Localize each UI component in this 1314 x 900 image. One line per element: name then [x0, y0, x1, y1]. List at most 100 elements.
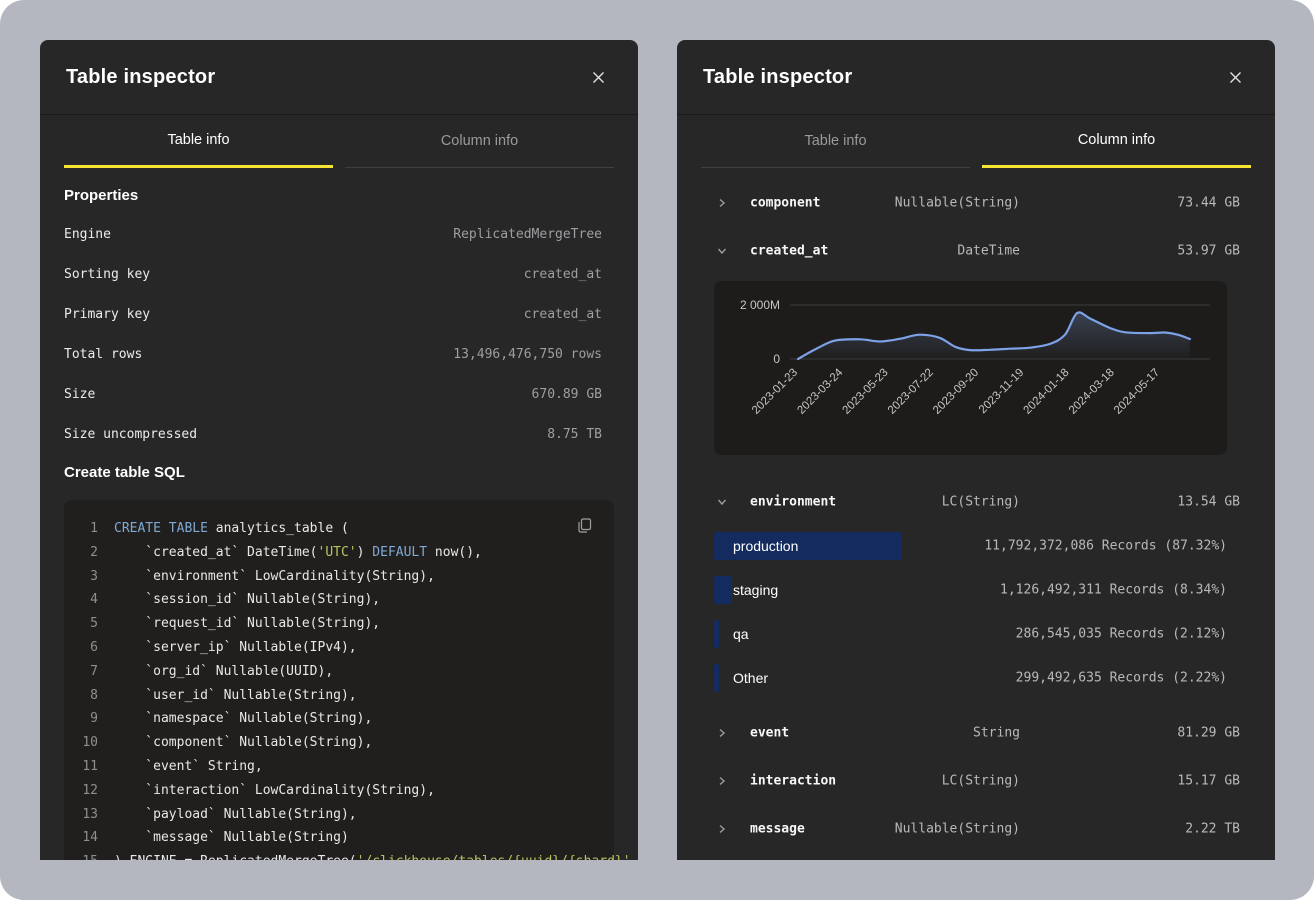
column-size: 15.17 GB	[1177, 774, 1240, 789]
sql-code-line: 13 `payload` Nullable(String),	[80, 803, 598, 827]
property-value: created_at	[524, 307, 602, 322]
column-name: event	[750, 726, 789, 741]
code-segment: 'UTC'	[318, 541, 357, 565]
line-number: 1	[80, 517, 98, 541]
column-info-content: componentNullable(String)73.44 GB created…	[677, 168, 1275, 853]
chevron-right-icon[interactable]	[717, 728, 727, 738]
sql-code-lines: 1 CREATE TABLE analytics_table (2 `create…	[80, 517, 598, 860]
line-number: 11	[80, 755, 98, 779]
modal-title: Table inspector	[66, 66, 215, 89]
property-row: Size uncompressed 8.75 TB	[40, 414, 638, 454]
code-segment: now(),	[427, 541, 482, 565]
value-row-production: production11,792,372,086 Records (87.32%…	[714, 524, 1227, 568]
column-row-environment[interactable]: environmentLC(String)13.54 GB	[677, 479, 1275, 524]
property-row: Engine ReplicatedMergeTree	[40, 214, 638, 254]
tab-table-info[interactable]: Table info	[701, 115, 970, 168]
property-label: Size uncompressed	[64, 427, 197, 442]
close-button[interactable]	[1224, 66, 1247, 89]
tab-column-info[interactable]: Column info	[345, 115, 614, 168]
area-chart-svg: 2 000M02023-01-232023-03-242023-05-23202…	[714, 281, 1227, 455]
property-value: ReplicatedMergeTree	[453, 227, 602, 242]
line-number: 8	[80, 684, 98, 708]
sql-code-line: 6 `server_ip` Nullable(IPv4),	[80, 636, 598, 660]
code-segment: analytics_table (	[208, 517, 349, 541]
sql-code-line: 2 `created_at` DateTime('UTC') DEFAULT n…	[80, 541, 598, 565]
property-value: 13,496,476,750 rows	[453, 347, 602, 362]
line-number: 7	[80, 660, 98, 684]
area-fill	[798, 312, 1190, 359]
tab-bar: Table info Column info	[40, 115, 638, 168]
column-size: 2.22 TB	[1185, 822, 1240, 837]
line-number: 2	[80, 541, 98, 565]
property-value: 8.75 TB	[547, 427, 602, 442]
x-tick-label: 2023-01-23	[750, 367, 800, 417]
line-number: 6	[80, 636, 98, 660]
line-number: 9	[80, 707, 98, 731]
column-row-component[interactable]: componentNullable(String)73.44 GB	[677, 179, 1275, 227]
column-row-message[interactable]: messageNullable(String)2.22 TB	[677, 805, 1275, 853]
column-type: DateTime	[957, 244, 1020, 259]
copy-button[interactable]	[575, 516, 594, 538]
close-button[interactable]	[587, 66, 610, 89]
create-table-sql-heading: Create table SQL	[40, 463, 638, 483]
tab-label: Column info	[441, 133, 518, 149]
column-type: Nullable(String)	[895, 196, 1020, 211]
y-tick-label-max: 2 000M	[740, 298, 780, 312]
sql-code-line: 12 `interaction` LowCardinality(String),	[80, 779, 598, 803]
tab-table-info[interactable]: Table info	[64, 115, 333, 168]
line-number: 13	[80, 803, 98, 827]
sql-code-line: 5 `request_id` Nullable(String),	[80, 612, 598, 636]
property-label: Engine	[64, 227, 111, 242]
property-value: 670.89 GB	[532, 387, 602, 402]
modal-header: Table inspector	[677, 40, 1275, 115]
column-row-interaction[interactable]: interactionLC(String)15.17 GB	[677, 757, 1275, 805]
properties-heading: Properties	[40, 186, 638, 206]
column-name: interaction	[750, 774, 836, 789]
code-segment: `message` Nullable(String)	[114, 826, 349, 850]
columns-list: componentNullable(String)73.44 GB created…	[677, 179, 1275, 853]
column-row-event[interactable]: event String 81.29 GB	[677, 709, 1275, 757]
chevron-down-icon[interactable]	[717, 497, 727, 507]
code-segment: `component` Nullable(String),	[114, 731, 372, 755]
code-segment: ,	[631, 850, 638, 860]
chevron-down-icon[interactable]	[717, 246, 727, 256]
column-size: 81.29 GB	[1177, 726, 1240, 741]
value-row-qa: qa286,545,035 Records (2.12%)	[714, 612, 1227, 656]
value-record-count: 299,492,635 Records (2.22%)	[1016, 671, 1227, 686]
value-record-count: 11,792,372,086 Records (87.32%)	[984, 539, 1227, 554]
chevron-right-icon[interactable]	[717, 198, 727, 208]
x-tick-label: 2023-07-22	[886, 367, 936, 417]
sql-code-block: 1 CREATE TABLE analytics_table (2 `create…	[64, 500, 614, 860]
tab-column-info[interactable]: Column info	[982, 115, 1251, 168]
table-info-content: Properties Engine ReplicatedMergeTree Sort…	[40, 186, 638, 860]
chevron-right-icon[interactable]	[717, 824, 727, 834]
properties-list: Engine ReplicatedMergeTree Sorting keycrea…	[40, 214, 638, 454]
value-row-other: Other 299,492,635 Records (2.22%)	[714, 656, 1227, 700]
column-row-created_at[interactable]: created_atDateTime53.97 GB	[677, 227, 1275, 275]
property-label: Total rows	[64, 347, 142, 362]
column-name: created_at	[750, 244, 828, 259]
code-segment: CREATE TABLE	[114, 517, 208, 541]
column-name: environment	[750, 494, 836, 509]
chevron-right-icon[interactable]	[717, 776, 727, 786]
code-segment: DEFAULT	[372, 541, 427, 565]
value-distribution-bar	[714, 576, 732, 604]
line-number: 15	[80, 850, 98, 860]
sql-code-line: 14 `message` Nullable(String)	[80, 826, 598, 850]
close-icon	[591, 70, 606, 85]
column-type: Nullable(String)	[895, 822, 1020, 837]
x-tick-label: 2023-03-24	[795, 366, 846, 417]
x-tick-label: 2023-05-23	[841, 367, 891, 417]
copy-icon	[577, 518, 592, 533]
code-segment: `environment` LowCardinality(String),	[114, 565, 435, 589]
sql-code-line: 15) ENGINE = ReplicatedMergeTree('/click…	[80, 850, 598, 860]
value-label: Other	[733, 670, 768, 686]
column-type: String	[973, 726, 1020, 741]
x-tick-label: 2023-09-20	[931, 367, 981, 417]
spacer	[677, 700, 1275, 709]
property-row: Sorting keycreated_at	[40, 254, 638, 294]
sql-code-line: 7 `org_id` Nullable(UUID),	[80, 660, 598, 684]
sql-code-line: 10 `component` Nullable(String),	[80, 731, 598, 755]
x-tick-label: 2023-11-19	[977, 367, 1026, 416]
column-size: 13.54 GB	[1177, 494, 1240, 509]
